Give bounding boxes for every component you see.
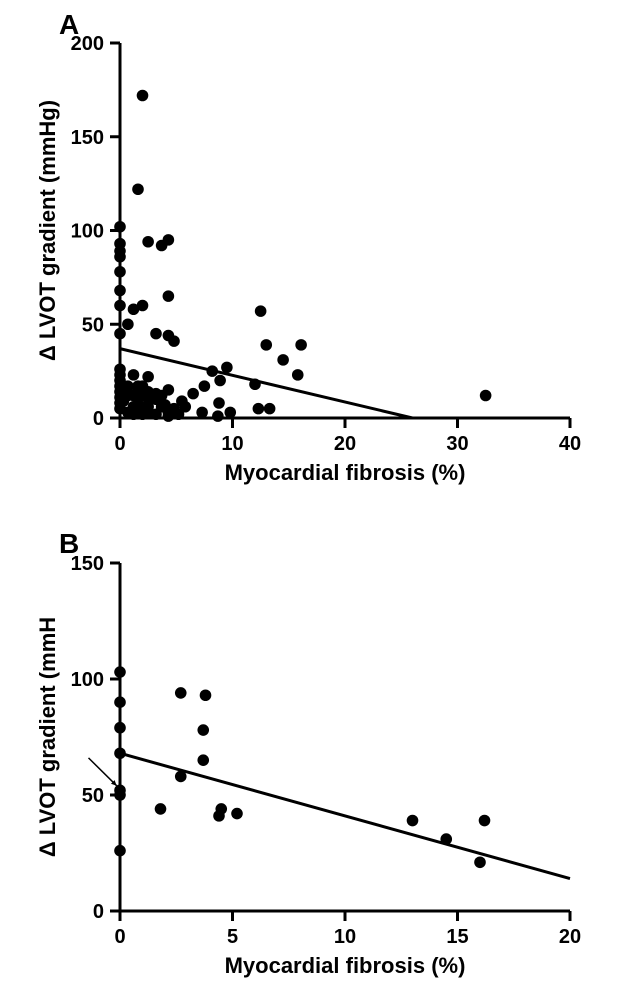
panelA-xtick-label: 0: [114, 433, 125, 455]
panelA-point: [292, 369, 304, 381]
panelA-point: [212, 410, 224, 422]
panelB-xtick-label: 10: [334, 926, 356, 948]
panelA-point: [295, 339, 307, 351]
panelB-point: [114, 785, 126, 797]
panelB-ytick-label: 150: [71, 553, 104, 575]
panelB-point: [215, 803, 227, 815]
panelA-point: [132, 183, 144, 195]
panelB-ytick-label: 0: [93, 901, 104, 923]
panelA-xtick-label: 20: [334, 433, 356, 455]
panelA-point: [179, 401, 191, 413]
panelA-point: [128, 369, 140, 381]
panelA-point: [163, 290, 175, 302]
panelA-point: [114, 285, 126, 297]
panelB-point: [155, 803, 167, 815]
panelA-point: [122, 318, 134, 330]
panelA-point: [114, 266, 126, 278]
panelA-ytick-label: 0: [93, 408, 104, 430]
panelB-point: [197, 754, 209, 766]
panelA-point: [137, 90, 149, 102]
panelA-xtick-label: 10: [221, 433, 243, 455]
panelA-point: [150, 328, 162, 340]
panelA-point: [214, 375, 226, 387]
panelB-ytick-label: 50: [82, 785, 104, 807]
panelA-point: [114, 238, 126, 250]
panelA-ytick-label: 150: [71, 127, 104, 149]
panelA-point: [260, 339, 272, 351]
panelA-point: [142, 236, 154, 248]
panelA-point: [224, 407, 236, 419]
panelA-ytick-label: 100: [71, 221, 104, 243]
panelB-xtick-label: 0: [114, 926, 125, 948]
panelB-point: [175, 771, 187, 783]
panelA-ytick-label: 200: [71, 33, 104, 55]
panelA-point: [114, 300, 126, 312]
panelB-point: [479, 815, 491, 827]
panelB-point: [407, 815, 419, 827]
panelA-point: [163, 384, 175, 396]
panelB-point: [114, 666, 126, 678]
panelB-point: [197, 724, 209, 736]
panelA-point: [199, 380, 211, 392]
panelA-point: [249, 378, 261, 390]
panelA-ytick-label: 50: [82, 314, 104, 336]
panelA-point: [168, 335, 180, 347]
panelA-xtick-label: 40: [559, 433, 581, 455]
panelB-xtick-label: 15: [446, 926, 468, 948]
panelB-ylabel: Δ LVOT gradient (mmH: [35, 617, 60, 857]
panelB-point: [200, 689, 212, 701]
panelA-point: [213, 397, 225, 409]
panelA-point: [255, 305, 267, 317]
panelB-xlabel: Myocardial fibrosis (%): [225, 953, 466, 978]
panelB-point: [231, 808, 243, 820]
panelB-regression-line: [120, 753, 570, 878]
panelA-point: [264, 403, 276, 415]
panelB-xtick-label: 5: [227, 926, 238, 948]
panelA-point: [196, 407, 208, 419]
panelB-point: [175, 687, 187, 699]
panelA-point: [114, 363, 126, 375]
panelB-point: [440, 833, 452, 845]
panelB-point: [114, 722, 126, 734]
panelB-point: [114, 696, 126, 708]
panelB-arrow: [89, 758, 117, 786]
panelA-ylabel: Δ LVOT gradient (mmHg): [35, 100, 60, 361]
panelB-point: [474, 856, 486, 868]
panelA-point: [114, 221, 126, 233]
panelA-point: [187, 388, 199, 400]
panelA: A010203040050100150200Myocardial fibrosi…: [35, 9, 581, 485]
panelA-point: [221, 362, 233, 374]
panelA-point: [480, 390, 492, 402]
panelB-ytick-label: 100: [71, 669, 104, 691]
panelA-point: [163, 234, 175, 246]
panelA-point: [137, 300, 149, 312]
panelA-xtick-label: 30: [446, 433, 468, 455]
panelA-point: [253, 403, 265, 415]
panelA-xlabel: Myocardial fibrosis (%): [225, 460, 466, 485]
panelA-point: [114, 328, 126, 340]
panelB-point: [114, 747, 126, 759]
panelB: B05101520050100150Myocardial fibrosis (%…: [35, 528, 581, 978]
panelA-point: [206, 365, 218, 377]
panelA-point: [142, 371, 154, 383]
panelB-xtick-label: 20: [559, 926, 581, 948]
panelA-point: [277, 354, 289, 366]
panelB-point: [114, 845, 126, 857]
